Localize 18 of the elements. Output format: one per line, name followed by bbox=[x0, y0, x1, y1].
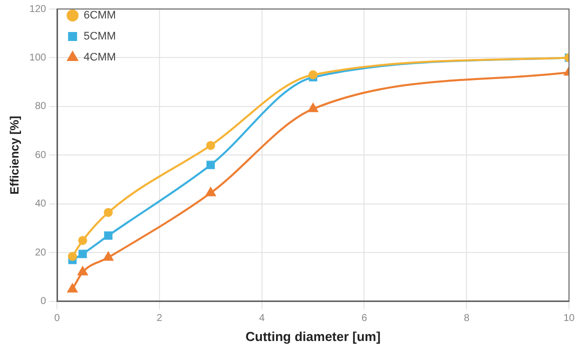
x-tick-label: 0 bbox=[54, 313, 60, 324]
y-tick-label: 80 bbox=[34, 101, 47, 112]
x-tick-label: 2 bbox=[156, 313, 163, 324]
y-axis-title: Efficiency [%] bbox=[8, 116, 22, 195]
legend-label: 5CMM bbox=[84, 30, 116, 43]
y-tick-label: 40 bbox=[34, 198, 47, 210]
y-tick-label: 0 bbox=[40, 296, 47, 308]
x-tick-label: 6 bbox=[361, 313, 368, 324]
y-tick-label: 60 bbox=[34, 150, 47, 161]
x-tick-label: 4 bbox=[259, 313, 266, 324]
y-tick-label: 100 bbox=[29, 52, 47, 64]
x-axis-title: Cutting diameter [um] bbox=[246, 328, 381, 344]
x-tick-label: 10 bbox=[563, 313, 575, 324]
legend-label: 4CMM bbox=[84, 52, 116, 64]
y-tick-label: 20 bbox=[34, 247, 47, 258]
x-tick-label: 8 bbox=[464, 313, 470, 324]
y-tick-label: 120 bbox=[29, 4, 47, 15]
legend-label: 6CMM bbox=[84, 10, 116, 22]
